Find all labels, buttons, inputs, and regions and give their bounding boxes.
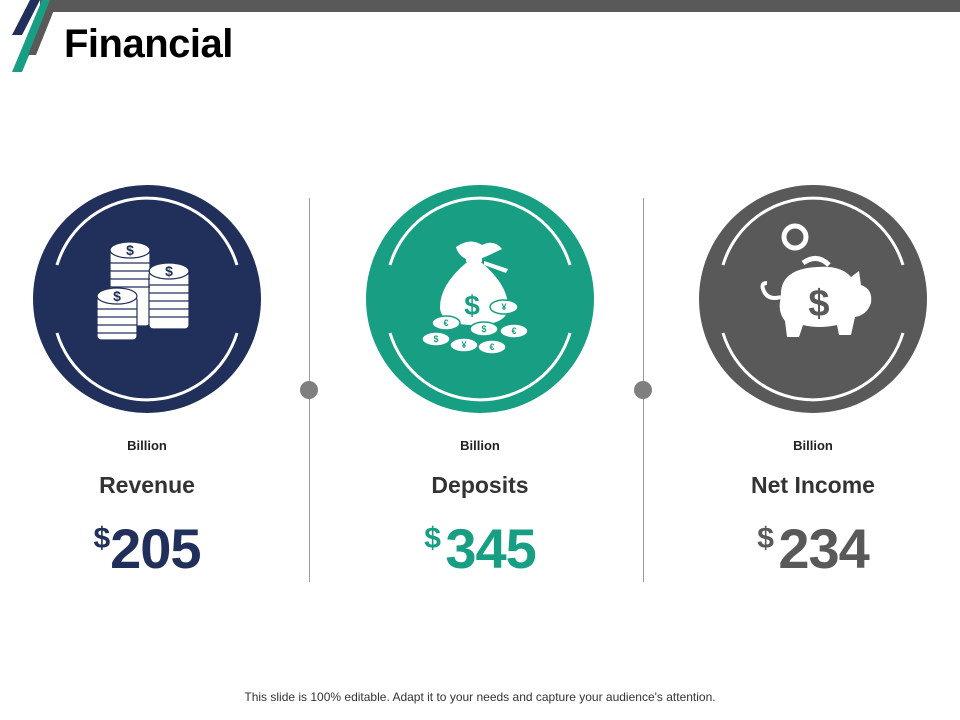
slide-title: Financial: [64, 22, 233, 66]
svg-text:$: $: [433, 334, 438, 344]
svg-text:$: $: [464, 290, 480, 321]
svg-text:¥: ¥: [461, 340, 466, 350]
revenue-label: Revenue: [99, 472, 195, 498]
top-bar: [40, 0, 960, 12]
net-income-unit: Billion: [793, 438, 833, 453]
deposits-label: Deposits: [431, 472, 529, 498]
revenue-unit: Billion: [127, 438, 167, 453]
divider-dot-1: [300, 381, 318, 399]
deposits-value: $ 345: [366, 516, 594, 581]
net-income-circle: $: [699, 185, 927, 413]
revenue-circle: $ $ $: [33, 185, 261, 413]
coin-stack-icon: $ $ $: [55, 196, 239, 402]
net-income-currency: $: [757, 522, 774, 555]
svg-text:¥: ¥: [501, 302, 506, 312]
net-income-amount: 234: [778, 517, 869, 580]
revenue-value: $205: [33, 516, 261, 581]
svg-text:€: €: [489, 342, 494, 352]
deposits-circle: $ ¥ € $ € $ ¥ €: [366, 185, 594, 413]
svg-text:$: $: [165, 263, 173, 279]
deposits-currency: $: [424, 522, 441, 555]
piggy-bank-icon: $: [721, 196, 905, 402]
svg-text:$: $: [481, 324, 486, 334]
revenue-amount: 205: [110, 517, 201, 580]
svg-text:$: $: [113, 288, 121, 304]
svg-text:$: $: [808, 283, 829, 325]
deposits-amount: 345: [445, 517, 536, 580]
revenue-currency: $: [93, 522, 111, 555]
svg-text:€: €: [511, 326, 516, 336]
deposits-unit: Billion: [460, 438, 500, 453]
net-income-value: $ 234: [699, 516, 927, 581]
money-bag-icon: $ ¥€$ €$¥ €: [388, 196, 572, 402]
footer-note: This slide is 100% editable. Adapt it to…: [244, 690, 716, 704]
svg-text:$: $: [126, 242, 134, 258]
svg-text:€: €: [443, 318, 448, 328]
net-income-label: Net Income: [751, 472, 875, 498]
corner-stripes-decoration: [12, 0, 58, 72]
divider-dot-2: [634, 381, 652, 399]
